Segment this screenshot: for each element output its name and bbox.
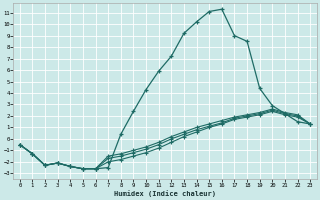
X-axis label: Humidex (Indice chaleur): Humidex (Indice chaleur) xyxy=(114,190,216,197)
